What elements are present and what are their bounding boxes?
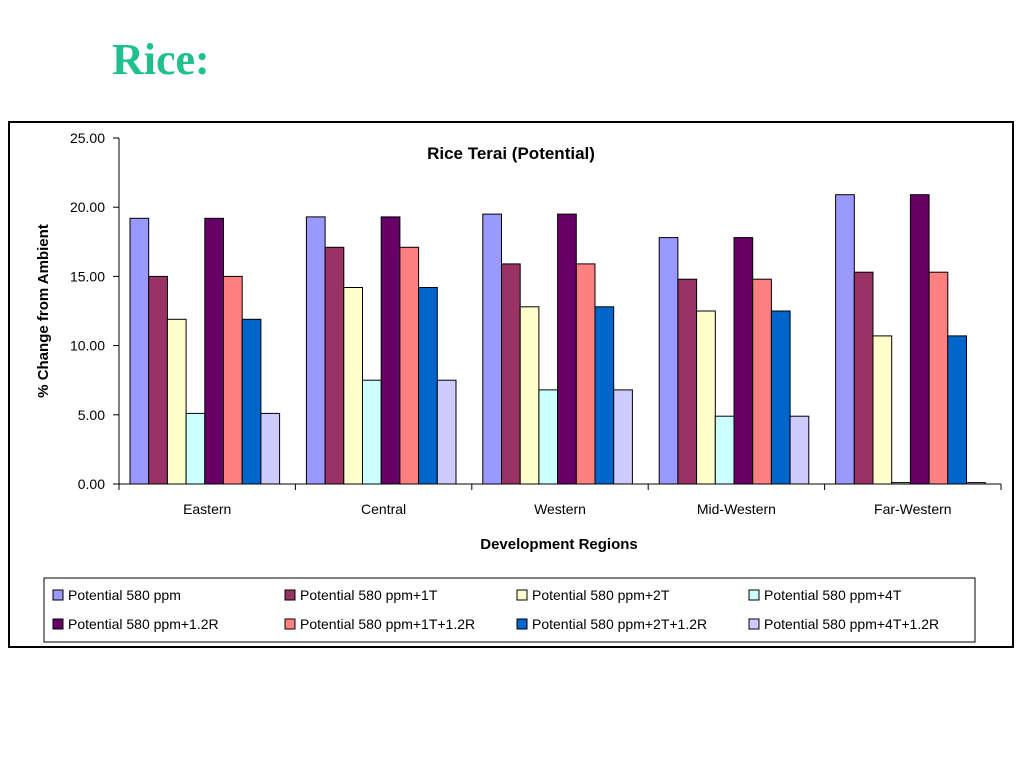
bar-5-western (557, 213, 577, 485)
bar-3-eastern (166, 318, 187, 485)
bar-1-western (482, 213, 502, 485)
legend-label: Potential 580 ppm+1T+1.2R (300, 616, 475, 632)
bar-6-western (575, 263, 596, 485)
bar-2-mid-western (677, 278, 698, 485)
bar-5-eastern (204, 217, 225, 485)
y-tick-label: 5.00 (78, 407, 105, 423)
bar-8-central (436, 379, 457, 485)
x-tick-label: Western (534, 501, 586, 517)
bar-3-far-western (872, 335, 893, 485)
bar-6-eastern (223, 275, 243, 485)
bar-2-far-western (853, 271, 874, 485)
legend-swatch (516, 618, 528, 630)
bar-6-mid-western (752, 278, 772, 485)
y-tick-label: 15.00 (70, 268, 105, 284)
x-tick-label: Eastern (183, 501, 231, 517)
bar-8-western (613, 389, 633, 485)
bar-3-central (343, 287, 363, 485)
bar-3-western (519, 306, 540, 485)
bar-5-mid-western (733, 237, 754, 485)
legend-swatch (748, 589, 760, 601)
bar-1-central (305, 216, 326, 485)
slide-title: Rice: (112, 35, 210, 84)
bar-8-mid-western (789, 415, 810, 485)
bar-7-eastern (241, 318, 262, 485)
y-tick-label: 0.00 (78, 476, 105, 492)
bar-6-far-western (928, 271, 949, 485)
bar-5-central (380, 216, 401, 485)
x-axis-label: Development Regions (480, 536, 638, 553)
x-tick-label: Far-Western (874, 501, 952, 517)
legend-swatch (516, 589, 528, 601)
legend-swatch (284, 618, 296, 630)
y-axis-label: % Change from Ambient (35, 224, 52, 398)
legend-swatch (284, 589, 296, 601)
bar-4-central (362, 379, 382, 485)
bar-7-mid-western (770, 310, 791, 485)
bar-6-central (399, 246, 420, 485)
legend-swatch (748, 618, 760, 630)
bar-3-mid-western (696, 310, 716, 485)
legend-label: Potential 580 ppm+1.2R (68, 616, 219, 632)
chart-title: Rice Terai (Potential) (427, 144, 595, 163)
axes-layer: 0.00 5.00 10.00 15.00 20.00 25.00 Eastern Centr… (70, 130, 1002, 517)
bar-4-mid-western (714, 415, 735, 485)
legend-label: Potential 580 ppm+2T (532, 587, 670, 603)
bar-5-far-western (909, 194, 930, 485)
bar-1-eastern (129, 217, 150, 485)
legend-label: Potential 580 ppm+4T+1.2R (764, 616, 939, 632)
legend-swatch (52, 618, 64, 630)
bar-1-far-western (835, 194, 855, 485)
bars-layer (129, 194, 986, 485)
bar-1-mid-western (658, 237, 679, 485)
legend: Potential 580 ppm Potential 580 ppm+1T Pot… (52, 587, 939, 632)
legend-label: Potential 580 ppm+1T (300, 587, 438, 603)
bar-8-eastern (260, 412, 281, 485)
bar-7-far-western (947, 335, 967, 485)
bar-7-central (418, 287, 438, 485)
bar-4-western (538, 389, 559, 485)
legend-label: Potential 580 ppm (68, 587, 181, 603)
bar-4-eastern (185, 412, 206, 485)
legend-swatch (52, 589, 64, 601)
legend-box (43, 577, 976, 643)
y-tick-label: 10.00 (70, 338, 105, 354)
y-tick-label: 25.00 (70, 130, 105, 146)
bar-2-eastern (148, 275, 168, 485)
bar-2-western (501, 263, 521, 485)
bar-7-western (594, 306, 615, 485)
x-tick-label: Central (361, 501, 406, 517)
legend-label: Potential 580 ppm+2T+1.2R (532, 616, 707, 632)
x-tick-label: Mid-Western (697, 501, 776, 517)
bar-2-central (324, 246, 345, 485)
y-tick-label: 20.00 (70, 199, 105, 215)
legend-label: Potential 580 ppm+4T (764, 587, 902, 603)
